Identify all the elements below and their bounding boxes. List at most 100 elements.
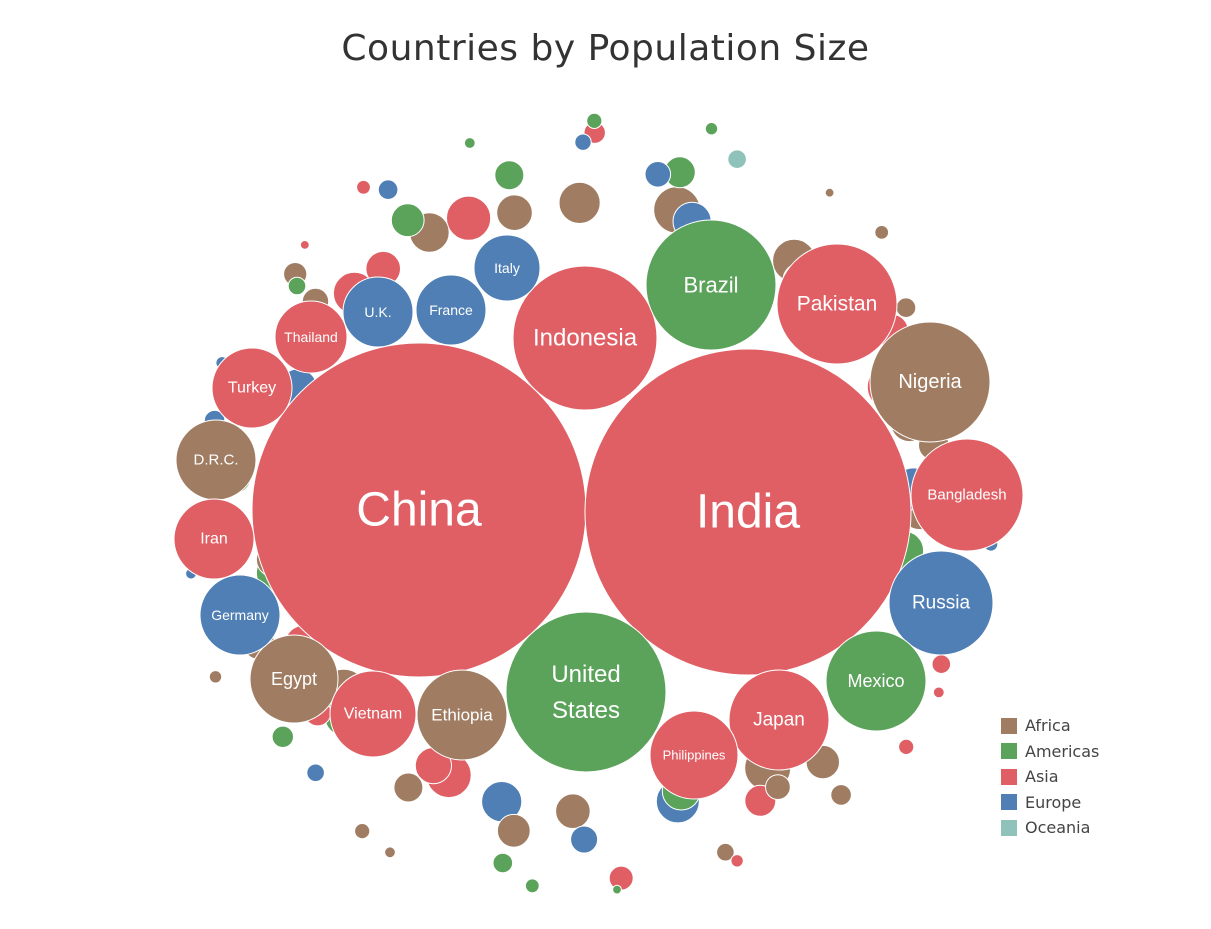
bubble-thailand[interactable]: [274, 300, 348, 374]
label-nigeria: Nigeria: [898, 371, 962, 393]
bubble-oceania-70[interactable]: [727, 149, 747, 169]
bubble-pakistan[interactable]: [776, 243, 898, 365]
label-ethiopia: Ethiopia: [431, 706, 493, 725]
legend-label-americas: Americas: [1025, 741, 1100, 761]
bubble-asia-86[interactable]: [730, 854, 744, 868]
label-russia: Russia: [912, 593, 971, 614]
label-india: India: [696, 486, 800, 539]
legend-item-asia[interactable]: Asia: [1001, 764, 1099, 790]
label-indonesia: Indonesia: [533, 325, 638, 352]
bubble-turkey[interactable]: [211, 347, 293, 429]
bubble-americas-94[interactable]: [612, 884, 622, 895]
bubble-europe-74[interactable]: [306, 763, 325, 783]
bubble-vietnam[interactable]: [329, 670, 417, 758]
bubble-brazil[interactable]: [645, 219, 777, 351]
bubble-africa-38[interactable]: [496, 813, 531, 848]
label-mexico: Mexico: [847, 671, 904, 691]
bubble-africa-93[interactable]: [824, 187, 835, 198]
bubble-africa-16[interactable]: [558, 181, 601, 224]
bubble-americas-47[interactable]: [494, 160, 525, 191]
label-italy: Italy: [494, 260, 520, 276]
bubble-philippines[interactable]: [649, 710, 739, 800]
bubble-russia[interactable]: [888, 550, 994, 656]
legend-swatch-oceania: [1001, 819, 1017, 836]
bubble-asia-8[interactable]: [446, 195, 492, 241]
label-united-states: United States: [551, 661, 620, 724]
label-pakistan: Pakistan: [797, 293, 878, 316]
legend-label-europe: Europe: [1025, 792, 1082, 812]
legend: Africa Americas Asia Europe Oceania: [1001, 713, 1099, 841]
label-china: China: [356, 484, 482, 537]
bubble-americas-81[interactable]: [524, 878, 540, 894]
bubble-africa-89[interactable]: [384, 846, 396, 859]
label-turkey: Turkey: [228, 380, 276, 397]
legend-label-oceania: Oceania: [1025, 818, 1091, 838]
bubble-africa-46[interactable]: [393, 772, 424, 803]
legend-swatch-americas: [1001, 743, 1017, 760]
bubble-americas-72[interactable]: [287, 276, 307, 296]
bubble-asia-91[interactable]: [932, 686, 945, 699]
bubble-europe-55[interactable]: [644, 161, 672, 188]
label-egypt: Egypt: [271, 669, 317, 689]
bubble-africa-71[interactable]: [716, 842, 735, 862]
label-germany: Germany: [211, 607, 269, 623]
label-thailand: Thailand: [284, 329, 338, 345]
bubble-mexico[interactable]: [825, 630, 927, 732]
bubble-asia-95[interactable]: [299, 240, 310, 250]
bubble-europe-67[interactable]: [377, 179, 399, 200]
bubble-asia-68[interactable]: [931, 654, 952, 675]
bubble-asia-78[interactable]: [898, 738, 915, 756]
bubble-asia-82[interactable]: [356, 179, 371, 195]
bubble-france[interactable]: [415, 274, 487, 346]
legend-label-africa: Africa: [1025, 716, 1071, 736]
bubble-africa-76[interactable]: [354, 823, 371, 840]
label-brazil: Brazil: [683, 273, 738, 298]
bubble-germany[interactable]: [199, 574, 281, 656]
legend-swatch-europe: [1001, 794, 1017, 811]
label-bangladesh: Bangladesh: [927, 487, 1006, 504]
bubble-americas-77[interactable]: [586, 112, 603, 130]
bubble-italy[interactable]: [473, 234, 541, 302]
bubble-india[interactable]: [584, 348, 912, 676]
label-japan: Japan: [753, 710, 805, 731]
bubble-africa-29[interactable]: [496, 194, 533, 231]
label-u-k: U.K.: [364, 304, 391, 320]
bubble-americas-66[interactable]: [492, 852, 514, 874]
bubble-africa-33[interactable]: [555, 793, 591, 830]
legend-item-africa[interactable]: Africa: [1001, 713, 1099, 739]
bubble-japan[interactable]: [728, 669, 830, 771]
bubble-africa-80[interactable]: [874, 225, 890, 240]
bubble-bangladesh[interactable]: [910, 438, 1024, 552]
label-philippines: Philippines: [663, 748, 726, 763]
legend-swatch-africa: [1001, 717, 1017, 734]
chart-title: Countries by Population Size: [341, 28, 870, 69]
bubble-indonesia[interactable]: [512, 265, 658, 411]
bubble-nigeria[interactable]: [869, 321, 991, 443]
legend-item-europe[interactable]: Europe: [1001, 790, 1099, 816]
bubble-africa-84[interactable]: [208, 670, 223, 684]
bubble-africa-65[interactable]: [895, 297, 917, 319]
bubble-americas-85[interactable]: [704, 122, 719, 136]
label-france: France: [429, 302, 473, 318]
bubble-europe-75[interactable]: [574, 133, 592, 151]
legend-item-americas[interactable]: Americas: [1001, 739, 1099, 765]
legend-item-oceania[interactable]: Oceania: [1001, 815, 1099, 841]
bubble-americas-90[interactable]: [463, 137, 476, 149]
bubble-africa-63[interactable]: [830, 784, 852, 806]
bubble-africa-56[interactable]: [765, 774, 791, 800]
legend-swatch-asia: [1001, 768, 1017, 785]
bubble-ethiopia[interactable]: [416, 669, 508, 761]
label-d-r-c: D.R.C.: [194, 452, 239, 469]
bubble-americas-39[interactable]: [390, 203, 425, 238]
bubble-u-k[interactable]: [342, 276, 414, 348]
bubble-united-states[interactable]: [505, 611, 667, 773]
bubble-americas-61[interactable]: [271, 725, 294, 748]
bubble-egypt[interactable]: [249, 634, 339, 724]
bubble-asia-58[interactable]: [608, 865, 634, 891]
bubble-europe-51[interactable]: [570, 825, 599, 854]
bubble-iran[interactable]: [173, 498, 255, 580]
label-iran: Iran: [200, 531, 228, 548]
label-vietnam: Vietnam: [344, 706, 402, 723]
legend-label-asia: Asia: [1025, 767, 1059, 787]
